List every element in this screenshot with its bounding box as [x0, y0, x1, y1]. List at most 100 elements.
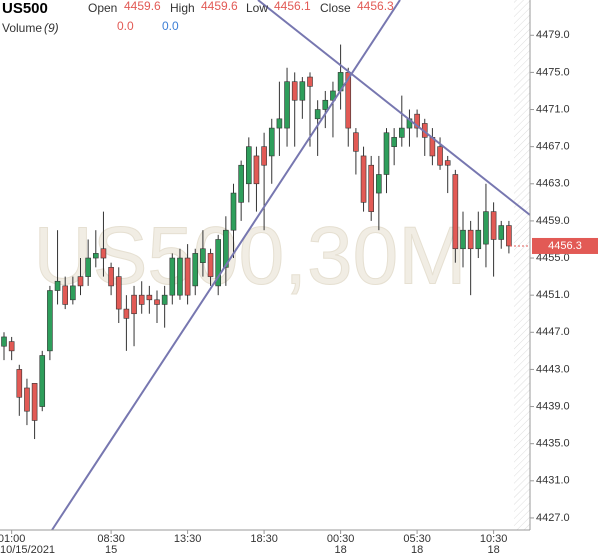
- x-tick-label: 18:30: [250, 533, 278, 545]
- candle-body: [192, 253, 199, 287]
- candle-body: [169, 257, 176, 296]
- last-price-label: 4456.3: [548, 240, 582, 252]
- candle-body: [467, 229, 474, 250]
- symbol: US500: [2, 0, 48, 17]
- candle-body: [261, 146, 267, 166]
- candle-body: [246, 146, 252, 185]
- candle-body: [391, 137, 397, 147]
- ohlc-value: 4456.1: [274, 0, 311, 13]
- candle-body: [360, 155, 367, 203]
- candle-body: [8, 341, 15, 352]
- x-tick-label: 10:30: [480, 533, 508, 545]
- candle-body: [1, 336, 7, 347]
- candle-body: [398, 127, 405, 138]
- volume-value: 0.0: [162, 19, 179, 33]
- candle-body: [161, 294, 168, 305]
- ohlc-label: Open: [88, 1, 117, 15]
- candle-body: [200, 248, 206, 263]
- candle-body: [444, 160, 451, 166]
- candle-body: [62, 285, 69, 305]
- x-tick-sublabel: 15: [105, 544, 117, 556]
- y-tick-label: 4443.0: [536, 363, 570, 375]
- candle-body: [437, 146, 443, 166]
- y-tick-label: 4435.0: [536, 438, 570, 450]
- y-tick-label: 4439.0: [536, 400, 570, 412]
- x-tick-sublabel: 18: [334, 544, 346, 556]
- candle-body: [475, 229, 482, 250]
- plot: [1, 44, 512, 440]
- x-tick-label: 00:30: [327, 533, 355, 545]
- candle-body: [452, 174, 459, 250]
- candle-body: [31, 383, 38, 421]
- candle-body: [506, 225, 512, 247]
- x-tick-sublabel: 18: [487, 544, 499, 556]
- y-tick-label: 4475.0: [536, 66, 570, 78]
- candle-body: [47, 290, 53, 352]
- y-tick-label: 4467.0: [536, 141, 570, 153]
- ohlc-value: 4459.6: [201, 0, 238, 13]
- candle-body: [184, 257, 191, 296]
- candle-body: [223, 229, 229, 268]
- candle-body: [123, 308, 130, 319]
- candle-body: [85, 257, 91, 277]
- ohlc-value: 4459.6: [124, 0, 161, 13]
- y-tick-label: 4463.0: [536, 178, 570, 190]
- candle-body: [146, 294, 153, 301]
- ohlc-label: Low: [246, 1, 268, 15]
- x-tick-label: 08:30: [97, 533, 125, 545]
- x-tick-label: 05:30: [403, 533, 431, 545]
- candle-body: [383, 132, 390, 175]
- x-tick-label: 13:30: [174, 533, 202, 545]
- y-tick-label: 4479.0: [536, 29, 570, 41]
- candle-body: [314, 109, 321, 120]
- future-area: [514, 0, 530, 530]
- last-price-tag: [532, 237, 598, 254]
- y-tick-label: 4455.0: [536, 252, 570, 264]
- candle-body: [39, 355, 46, 407]
- x-tick-sublabel: 10/15/2021: [0, 544, 55, 556]
- ohlc-label: Close: [320, 1, 351, 15]
- x-tick-label: 01:00: [0, 533, 25, 545]
- candle-body: [284, 81, 290, 129]
- trend-line: [51, 0, 401, 531]
- candle-body: [24, 387, 30, 412]
- ohlc-value: 4456.3: [357, 0, 394, 13]
- y-tick-label: 4451.0: [536, 289, 570, 301]
- candle-body: [177, 257, 183, 296]
- candle-body: [238, 164, 244, 203]
- y-tick-label: 4459.0: [536, 215, 570, 227]
- volume-label: Volume: [2, 21, 42, 35]
- candle-body: [230, 192, 237, 231]
- candle-body: [100, 248, 107, 259]
- y-tick-label: 4431.0: [536, 475, 570, 487]
- candle-body: [460, 229, 466, 250]
- candle-body: [299, 81, 306, 101]
- candle-body: [322, 99, 329, 110]
- candle-body: [131, 294, 137, 315]
- candle-body: [368, 164, 375, 212]
- y-tick-label: 4427.0: [536, 512, 570, 524]
- candle-body: [414, 113, 420, 129]
- candle-body: [498, 225, 505, 240]
- ohlc-label: High: [170, 1, 195, 15]
- candle-body: [108, 267, 114, 287]
- candle-body: [483, 211, 489, 245]
- candle-body: [307, 76, 313, 87]
- x-tick-sublabel: 18: [411, 544, 423, 556]
- candle-body: [490, 211, 497, 240]
- candle-body: [215, 239, 221, 287]
- candle-body: [330, 90, 336, 101]
- candle-body: [70, 285, 76, 301]
- y-tick-label: 4471.0: [536, 103, 570, 115]
- candle-body: [54, 280, 61, 291]
- candle-body: [16, 369, 23, 398]
- volume-period: (9): [44, 21, 59, 35]
- candle-body: [138, 294, 145, 305]
- candle-body: [253, 155, 260, 185]
- trend-line: [257, 0, 531, 216]
- candle-body: [77, 276, 84, 287]
- candle-body: [268, 127, 275, 157]
- candle-body: [115, 276, 122, 310]
- candle-body: [353, 132, 359, 152]
